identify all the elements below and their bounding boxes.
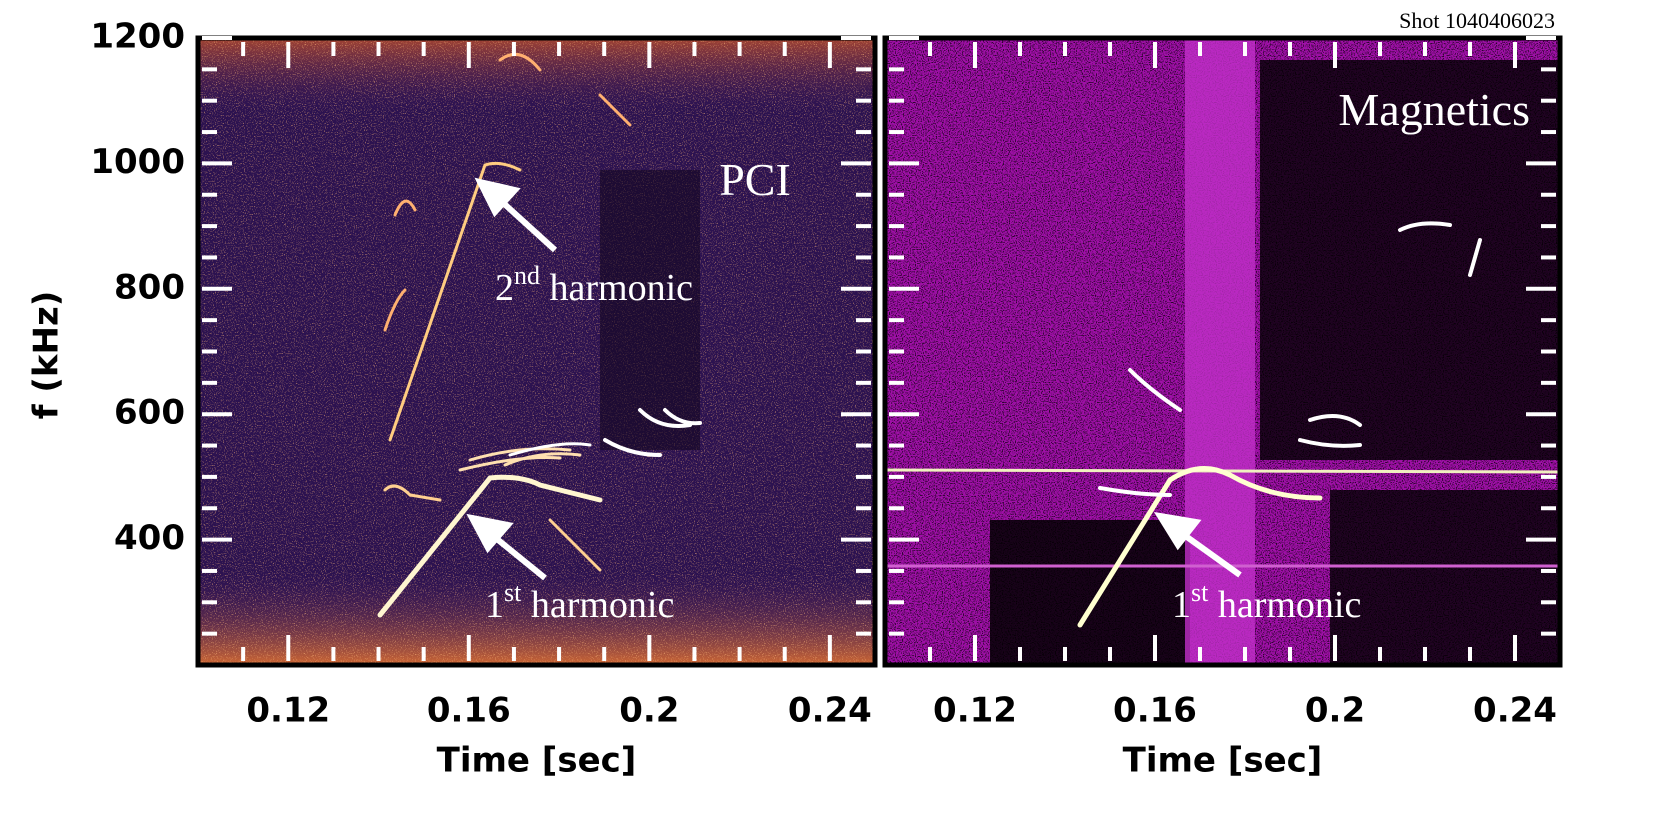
y-tick-label: 1000 — [90, 142, 185, 182]
annotation-number: 1 — [485, 584, 504, 626]
annotation-text: harmonic — [521, 584, 674, 626]
x-tick-label: 0.2 — [1305, 691, 1365, 731]
x-tick-label: 0.12 — [933, 691, 1017, 731]
y-tick-label: 1200 — [90, 17, 185, 57]
panel-label: Magnetics — [1338, 84, 1530, 135]
annotation-number: 2 — [495, 267, 514, 309]
y-tick-label: 800 — [114, 267, 185, 307]
annotation-sup: st — [1191, 578, 1209, 607]
x-tick-label: 0.24 — [788, 691, 872, 731]
pci-spectrogram — [195, 35, 878, 668]
annotation: 1st harmonic — [1172, 578, 1361, 626]
y-tick-label: 400 — [114, 518, 185, 558]
annotation: 1st harmonic — [485, 578, 674, 626]
annotation-text: harmonic — [540, 267, 693, 309]
x-tick-label: 0.16 — [1113, 691, 1197, 731]
annotation-text: harmonic — [1208, 584, 1361, 626]
x-axis-label: Time [sec] — [1123, 741, 1323, 781]
x-tick-label: 0.16 — [427, 691, 511, 731]
annotation: 2nd harmonic — [495, 261, 693, 309]
x-tick-label: 0.24 — [1473, 691, 1557, 731]
y-axis-label: f (kHz) — [27, 291, 67, 420]
x-tick-label: 0.12 — [246, 691, 330, 731]
shot-title: Shot 1040406023 — [1399, 8, 1555, 33]
annotation-number: 1 — [1172, 584, 1191, 626]
panel-label: PCI — [719, 154, 791, 205]
x-axis-label: Time [sec] — [437, 741, 637, 781]
arrows — [466, 177, 1242, 581]
annotation-sup: nd — [514, 261, 540, 290]
annotation-sup: st — [504, 578, 522, 607]
x-tick-label: 0.2 — [619, 691, 679, 731]
y-tick-label: 600 — [114, 393, 185, 433]
